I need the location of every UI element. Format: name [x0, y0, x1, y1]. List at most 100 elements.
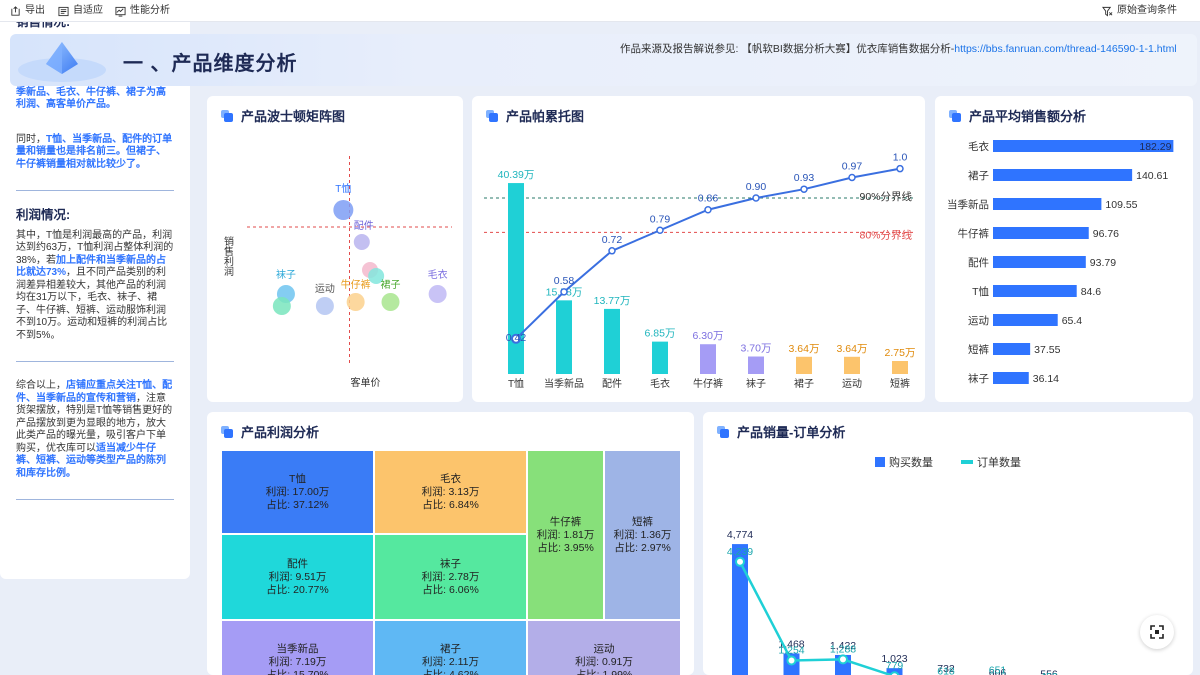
- bcg-title: 产品波士顿矩阵图: [221, 106, 345, 125]
- buy-label: 1,023: [881, 653, 907, 665]
- cumulative-point: [848, 173, 856, 182]
- adapt-button[interactable]: 自适应: [58, 0, 103, 22]
- avg-bar: [993, 169, 1133, 181]
- cumulative-point: [800, 185, 808, 193]
- avg-bar: [993, 227, 1089, 239]
- treemap-cell-share: 占比: 6.84%: [422, 498, 479, 511]
- profit-treemap: T恤 利润: 17.00万 占比: 37.12% 毛衣 利润: 3.13万 占比: 6.8…: [221, 450, 681, 675]
- treemap-cell[interactable]: 运动 利润: 0.91万 占比: 1.99%: [527, 620, 681, 675]
- summary-paragraph: 同时，T恤、当季新品、配件的订单量和销量也是排名前三。但裙子、牛仔裤销量相对就比…: [16, 134, 174, 172]
- order-point: [786, 655, 797, 666]
- avg-category-label: 裙子: [968, 169, 989, 182]
- cumulative-label: 0.42: [506, 332, 527, 344]
- treemap-cell-name: T恤: [289, 472, 306, 485]
- highlight-text: 店铺应重点关注T恤、配件、当季新品的宣传和营销: [16, 380, 173, 404]
- pareto-bar: [700, 344, 716, 374]
- avg-bar: [993, 140, 1174, 152]
- highlight-text: T恤、当季新品、配件的订单量和销量也是排名前三。但裙子、牛仔裤销量相对就比较少了…: [16, 133, 173, 170]
- avg-value-label: 65.4: [1062, 315, 1083, 327]
- treemap-cell[interactable]: 袜子 利润: 2.78万 占比: 6.06%: [374, 534, 527, 620]
- pareto-bar-label: 6.30万: [693, 330, 724, 342]
- perf-button[interactable]: 性能分析: [115, 0, 170, 22]
- avg-category-label: 运动: [968, 315, 989, 327]
- page-title: 一 、产品维度分析: [123, 53, 298, 75]
- avg-bar: [993, 372, 1029, 384]
- order-point: [735, 556, 745, 567]
- treemap-cell-share: 占比: 3.95%: [537, 541, 594, 554]
- pareto-bar: [892, 361, 908, 374]
- treemap-cell[interactable]: 毛衣 利润: 3.13万 占比: 6.84%: [374, 450, 527, 534]
- body-text: 其中，T恤是利润最高的产品，利润达到约63万，T恤利润占整体利润的38%，若: [16, 229, 174, 266]
- pareto-x-tick: 当季新品: [544, 377, 584, 390]
- pareto-bar: [556, 300, 572, 374]
- pareto-bar-label: 3.64万: [789, 343, 820, 355]
- chart-title-icon: [221, 425, 233, 438]
- pareto-bar: [748, 356, 764, 374]
- treemap-cell-name: 运动: [593, 643, 615, 655]
- treemap-cell[interactable]: T恤 利润: 17.00万 占比: 37.12%: [221, 450, 374, 534]
- bubble-point: [272, 297, 291, 315]
- treemap-cell-share: 占比: 15.70%: [266, 669, 329, 675]
- pareto-bar: [844, 356, 860, 374]
- treemap-cell[interactable]: 裙子 利润: 2.11万 占比: 4.62%: [374, 620, 527, 675]
- order-label: 376: [1092, 674, 1110, 675]
- cumulative-point: [704, 205, 712, 214]
- treemap-cell-name: 裙子: [440, 643, 461, 655]
- filter-icon: [1102, 6, 1113, 17]
- pareto-bar-label: 40.39万: [498, 169, 535, 181]
- treemap-cell-name: 牛仔裤: [549, 515, 582, 528]
- body-text: 综合以上，: [16, 380, 66, 391]
- buy-label: 556: [1040, 669, 1058, 675]
- treemap-cell-profit: 利润: 9.51万: [268, 570, 327, 583]
- source-link[interactable]: https://bbs.fanruan.com/thread-146590-1-…: [954, 43, 1177, 55]
- treemap-cell-share: 占比: 6.06%: [422, 583, 479, 596]
- divider: [16, 361, 174, 362]
- legend-swatch-order: [961, 460, 973, 464]
- body-text: 同时，: [16, 133, 46, 145]
- orders-card: 产品销量-订单分析 购买数量 订单数量 4,774 1,468 1,422 1,023 73…: [703, 412, 1193, 675]
- cumulative-label: 0.86: [698, 193, 719, 205]
- bcg-title-text: 产品波士顿矩阵图: [241, 109, 346, 124]
- fullscreen-button[interactable]: [1140, 615, 1174, 649]
- treemap-cell[interactable]: 当季新品 利润: 7.19万 占比: 15.70%: [221, 620, 374, 675]
- treemap-cell[interactable]: 配件 利润: 9.51万 占比: 20.77%: [221, 534, 374, 620]
- fit-screen-icon: [58, 6, 69, 16]
- treemap-cell-name: 配件: [287, 557, 308, 570]
- treemap-cell[interactable]: 短裤 利润: 1.36万 占比: 2.97%: [604, 450, 681, 620]
- cumulative-label: 0.97: [842, 160, 863, 172]
- profit-title: 产品利润分析: [221, 422, 319, 441]
- avg-category-label: 袜子: [968, 372, 989, 385]
- cumulative-point: [656, 226, 664, 235]
- avg-title: 产品平均销售额分析: [949, 106, 1086, 125]
- treemap-cell[interactable]: 牛仔裤 利润: 1.81万 占比: 3.95%: [527, 450, 604, 620]
- pareto-bar-label: 6.85万: [645, 328, 676, 340]
- source-note: 作品来源及报告解说参见: 【帆软BI数据分析大赛】优衣库销售数据分析-https…: [620, 41, 1177, 56]
- avg-title-text: 产品平均销售额分析: [969, 109, 1087, 124]
- bubble-point: [333, 200, 354, 220]
- toolbar: 导出 自适应 性能分析 原始查询条件: [0, 0, 1200, 22]
- treemap-cell-profit: 利润: 1.81万: [536, 528, 595, 541]
- chart-title-icon: [949, 109, 961, 122]
- pareto-bar-label: 3.70万: [741, 343, 772, 355]
- export-button[interactable]: 导出: [10, 0, 45, 22]
- cumulative-label: 1.0: [893, 152, 908, 164]
- legend-label-order: 订单数量: [977, 456, 1021, 469]
- avg-value-label: 37.55: [1034, 344, 1060, 356]
- avg-category-label: 牛仔裤: [958, 227, 990, 240]
- cumulative-point: [560, 288, 568, 296]
- divider: [16, 190, 174, 191]
- legend-label-buy: 购买数量: [889, 455, 933, 469]
- order-label: 651: [989, 664, 1007, 675]
- order-label: 1,288: [830, 643, 856, 655]
- avg-category-label: 配件: [968, 257, 989, 269]
- pareto-x-tick: 裙子: [794, 377, 814, 390]
- avg-category-label: 当季新品: [947, 198, 989, 211]
- order-label: 779: [886, 660, 904, 672]
- treemap-cell-profit: 利润: 1.36万: [613, 528, 672, 541]
- avg-value-label: 109.55: [1105, 199, 1137, 211]
- treemap-cell-profit: 利润: 2.78万: [421, 570, 480, 583]
- raw-query-button[interactable]: 原始查询条件: [1102, 0, 1177, 22]
- cumulative-label: 0.58: [554, 275, 575, 287]
- treemap-cell-name: 毛衣: [440, 472, 461, 485]
